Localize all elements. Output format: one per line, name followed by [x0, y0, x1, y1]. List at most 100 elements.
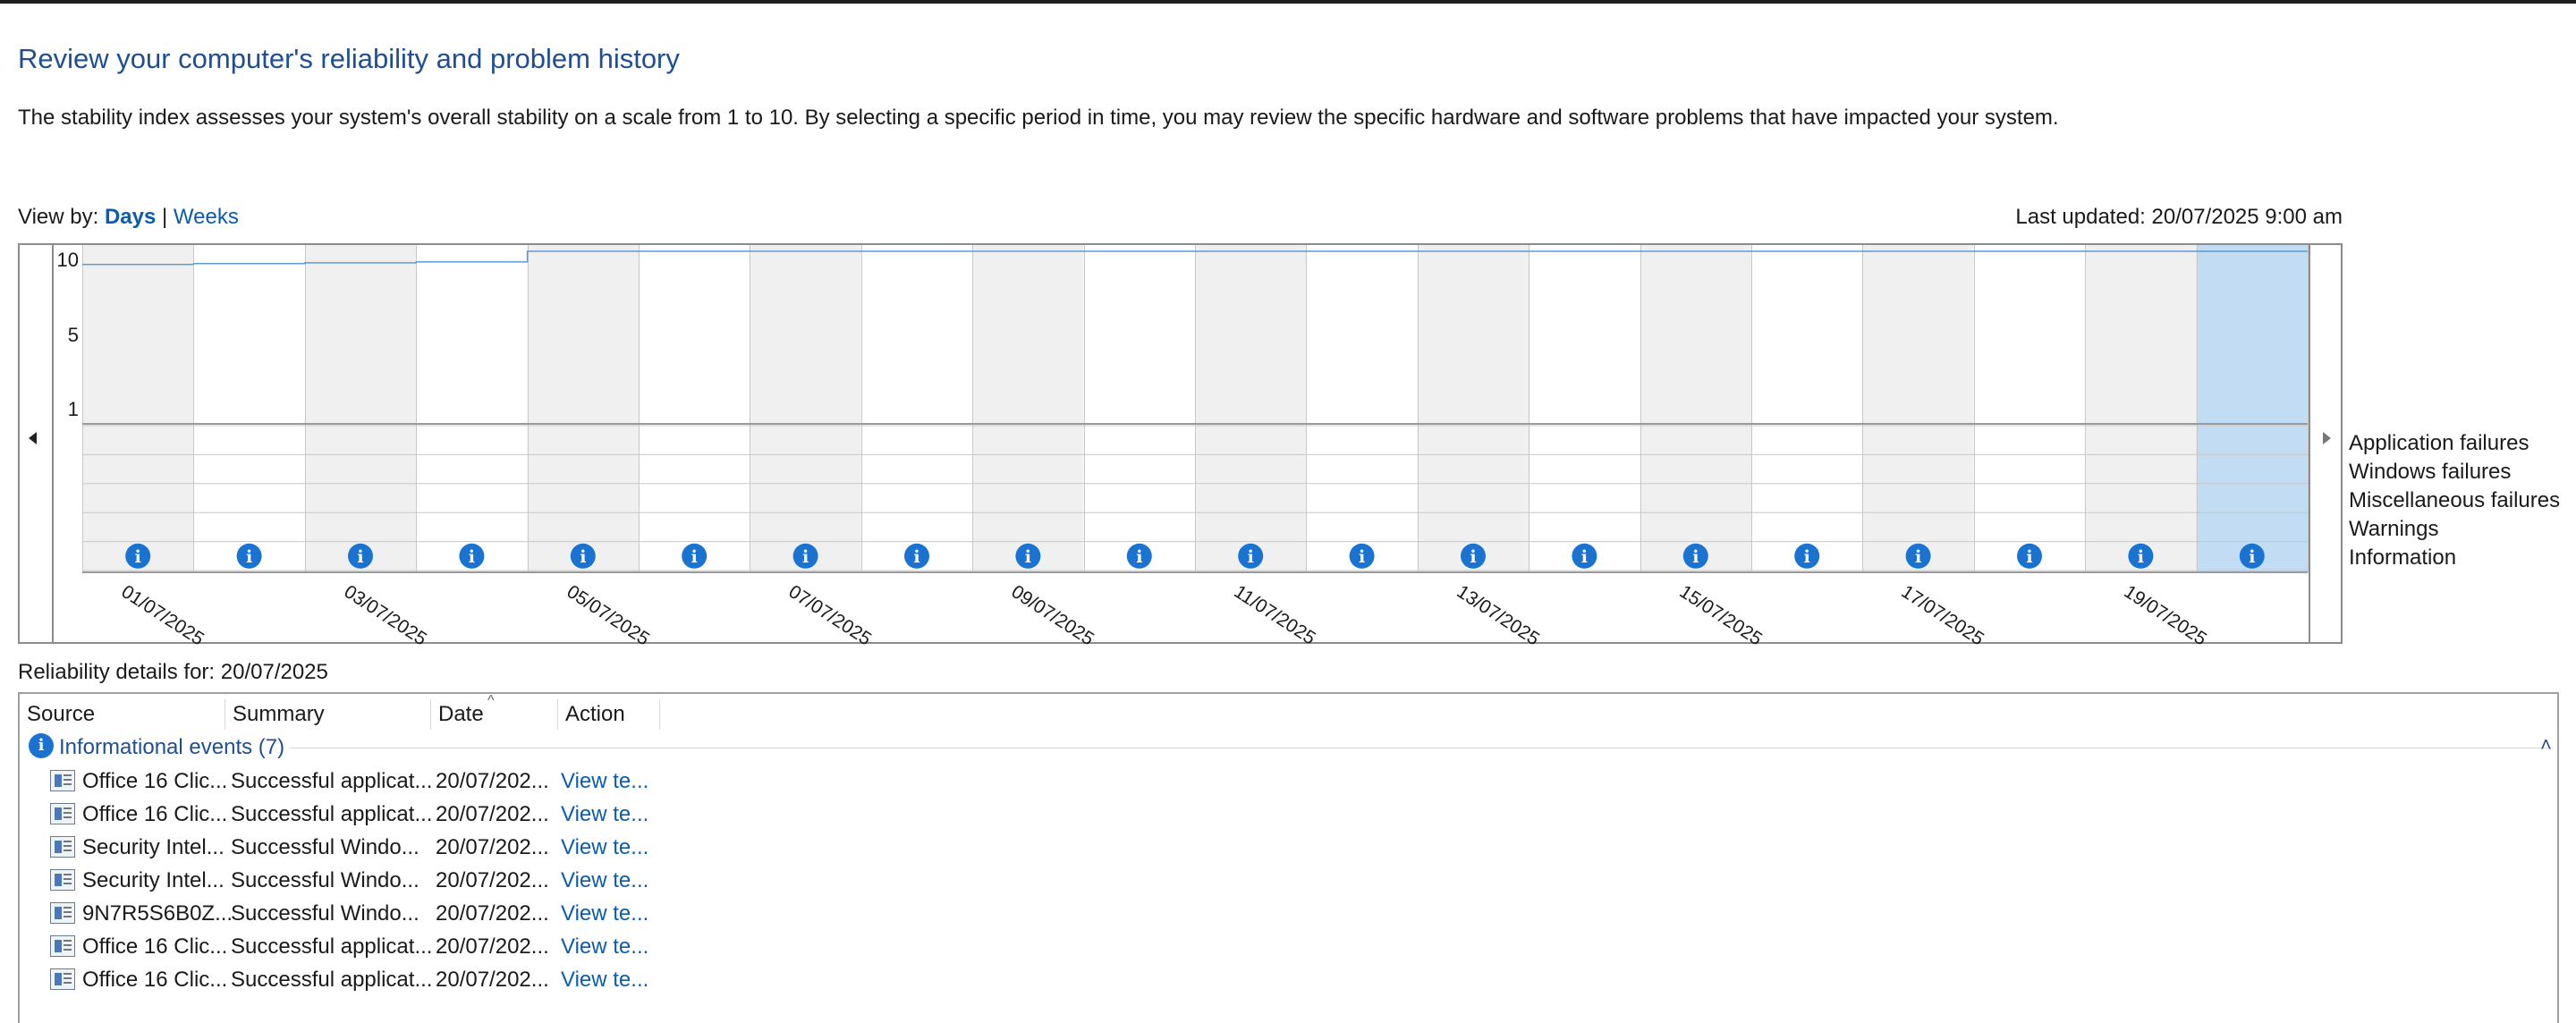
day-column[interactable]: [2196, 245, 2308, 572]
view-technical-details-link[interactable]: View te...: [561, 769, 649, 793]
information-event-glyph: i: [1915, 547, 1921, 567]
information-event-icon[interactable]: [1905, 543, 1931, 569]
information-event-icon[interactable]: [125, 543, 151, 569]
information-event-icon[interactable]: [2239, 543, 2265, 569]
information-event-glyph: i: [802, 547, 809, 567]
information-event-icon[interactable]: [459, 543, 485, 569]
information-event-icon[interactable]: [236, 543, 262, 569]
event-date: 20/07/202...: [436, 968, 549, 992]
information-event-glyph: i: [1136, 547, 1142, 567]
event-date: 20/07/202...: [436, 802, 549, 826]
information-event-glyph: i: [691, 547, 698, 567]
legend-application-failures: Application failures: [2349, 431, 2529, 455]
information-event-glyph: i: [1692, 547, 1699, 567]
information-icon: i: [29, 733, 54, 758]
event-summary: Successful applicat...: [231, 968, 433, 992]
event-row[interactable]: Office 16 Clic... Successful applicat... 2…: [48, 931, 692, 963]
information-event-icon[interactable]: [1238, 543, 1264, 569]
page-description: The stability index assesses your system…: [18, 106, 2059, 130]
day-column[interactable]: [2085, 245, 2197, 572]
day-column[interactable]: [1973, 245, 2086, 572]
information-event-icon[interactable]: [1794, 543, 1820, 569]
day-column[interactable]: [416, 245, 528, 572]
event-row[interactable]: Office 16 Clic... Successful applicat... 2…: [48, 964, 692, 996]
view-by-days-link[interactable]: Days: [104, 205, 157, 229]
information-event-glyph: i: [357, 547, 363, 567]
information-event-icon[interactable]: [1461, 543, 1486, 569]
collapse-group-icon[interactable]: ˄: [2540, 733, 2552, 756]
information-event-icon[interactable]: [1682, 543, 1708, 569]
event-source: Office 16 Clic...: [82, 769, 228, 793]
event-row[interactable]: 9N7R5S6B0Z... Successful Windo... 20/07/20…: [48, 898, 692, 930]
day-column[interactable]: [972, 245, 1084, 572]
information-event-icon[interactable]: [1126, 543, 1152, 569]
day-column[interactable]: [1083, 245, 1195, 572]
column-header-date[interactable]: Date: [431, 699, 558, 730]
information-event-glyph: i: [2026, 547, 2032, 567]
day-column[interactable]: [1417, 245, 1530, 572]
information-event-glyph: i: [1359, 547, 1365, 567]
day-column[interactable]: [1529, 245, 1640, 572]
event-summary: Successful applicat...: [231, 802, 433, 826]
day-column[interactable]: [1862, 245, 1974, 572]
information-event-icon[interactable]: [792, 543, 818, 569]
legend-information: Information: [2349, 545, 2457, 570]
event-row[interactable]: Office 16 Clic... Successful applicat... 2…: [48, 765, 692, 798]
group-informational-events[interactable]: i Informational events (7) ˄: [27, 731, 2553, 762]
information-event-icon[interactable]: [1015, 543, 1041, 569]
information-event-glyph: i: [469, 547, 475, 567]
information-event-glyph: i: [1581, 547, 1588, 567]
event-summary: Successful Windo...: [231, 835, 419, 859]
information-event-icon[interactable]: [1572, 543, 1597, 569]
day-column[interactable]: [82, 245, 194, 572]
view-technical-details-link[interactable]: View te...: [561, 968, 649, 992]
view-by-selector: View by: Days | Weeks: [18, 205, 239, 230]
information-event-icon[interactable]: [2017, 543, 2042, 569]
information-event-icon[interactable]: [682, 543, 708, 569]
column-header-action[interactable]: Action: [558, 699, 660, 730]
application-icon: [50, 836, 75, 858]
legend-windows-failures: Windows failures: [2349, 460, 2512, 484]
information-event-glyph: i: [2249, 547, 2255, 567]
day-column[interactable]: [750, 245, 861, 572]
column-header-source[interactable]: Source: [20, 699, 225, 730]
day-column[interactable]: [527, 245, 639, 572]
view-technical-details-link[interactable]: View te...: [561, 802, 649, 826]
information-event-icon[interactable]: [904, 543, 929, 569]
event-date: 20/07/202...: [436, 934, 549, 959]
day-column[interactable]: [1640, 245, 1751, 572]
event-date: 20/07/202...: [436, 901, 549, 926]
day-column[interactable]: [1751, 245, 1863, 572]
application-icon: [50, 869, 75, 891]
event-source: Office 16 Clic...: [82, 934, 228, 959]
view-by-weeks-link[interactable]: Weeks: [173, 205, 239, 229]
day-column[interactable]: [1306, 245, 1418, 572]
event-date: 20/07/202...: [436, 769, 549, 793]
chart-scroll-right-button[interactable]: [2309, 243, 2343, 644]
stability-index-line: [82, 250, 2308, 266]
event-row[interactable]: Security Intel... Successful Windo... 20/0…: [48, 832, 692, 864]
chart-scroll-left-button[interactable]: [18, 243, 54, 644]
event-row[interactable]: Security Intel... Successful Windo... 20/0…: [48, 865, 692, 897]
legend-miscellaneous-failures: Miscellaneous failures: [2349, 488, 2561, 512]
event-row[interactable]: Office 16 Clic... Successful applicat... 2…: [48, 799, 692, 831]
view-technical-details-link[interactable]: View te...: [561, 835, 649, 859]
information-event-icon[interactable]: [1349, 543, 1375, 569]
column-header-summary[interactable]: Summary: [225, 699, 431, 730]
view-technical-details-link[interactable]: View te...: [561, 901, 649, 926]
day-column[interactable]: [193, 245, 305, 572]
day-column[interactable]: [639, 245, 750, 572]
day-column[interactable]: [1195, 245, 1307, 572]
information-event-icon[interactable]: [2128, 543, 2154, 569]
sort-ascending-icon: ^: [487, 693, 495, 708]
day-column[interactable]: [304, 245, 417, 572]
legend-warnings: Warnings: [2349, 517, 2439, 541]
information-event-icon[interactable]: [348, 543, 373, 569]
view-technical-details-link[interactable]: View te...: [561, 868, 649, 892]
application-icon: [50, 803, 75, 824]
day-column[interactable]: [860, 245, 973, 572]
information-event-icon[interactable]: [570, 543, 596, 569]
group-label: Informational events (7): [59, 735, 285, 759]
view-technical-details-link[interactable]: View te...: [561, 934, 649, 959]
